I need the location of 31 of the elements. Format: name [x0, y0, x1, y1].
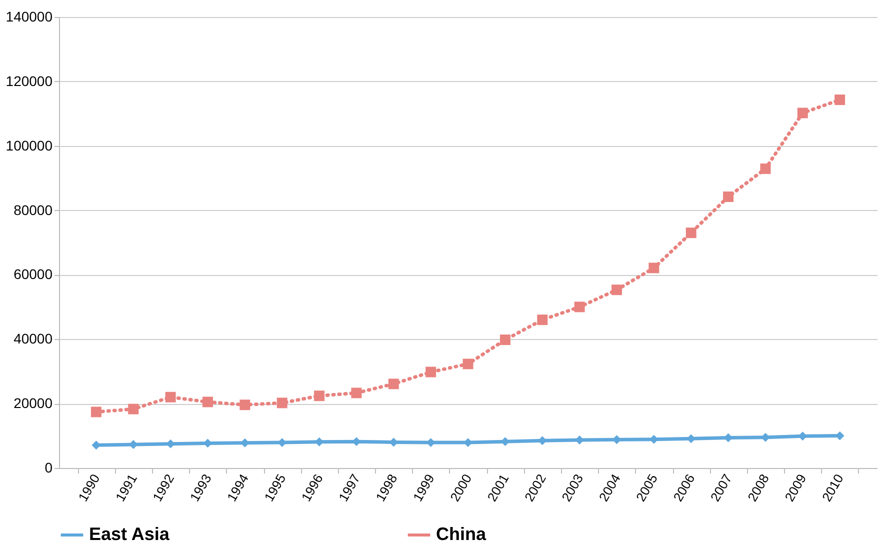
legend-label: East Asia: [89, 524, 170, 544]
y-tick-label: 40000: [14, 330, 53, 347]
point: [240, 400, 250, 410]
point: [686, 228, 696, 238]
y-tick-label: 0: [44, 460, 53, 476]
point: [165, 392, 176, 402]
point: [537, 314, 548, 326]
y-tick-label: 20000: [14, 395, 53, 412]
point: [202, 396, 213, 408]
point: [351, 388, 362, 398]
y-tick-label: 60000: [14, 266, 53, 282]
point: [90, 406, 102, 418]
point: [574, 302, 585, 312]
point: [648, 262, 660, 274]
point: [462, 358, 474, 370]
y-tick-label: 80000: [14, 202, 53, 218]
point: [797, 108, 808, 118]
point: [723, 192, 734, 202]
point: [388, 378, 399, 390]
legend-label: China: [436, 524, 487, 544]
y-tick-label: 140000: [6, 8, 53, 24]
y-tick-label: 100000: [6, 137, 53, 154]
point: [834, 94, 846, 106]
point: [760, 163, 771, 174]
y-tick-label: 120000: [6, 72, 53, 89]
point: [611, 284, 622, 296]
point: [314, 390, 325, 402]
point: [128, 404, 139, 414]
point: [276, 398, 288, 408]
point: [426, 366, 436, 378]
point: [500, 334, 510, 346]
